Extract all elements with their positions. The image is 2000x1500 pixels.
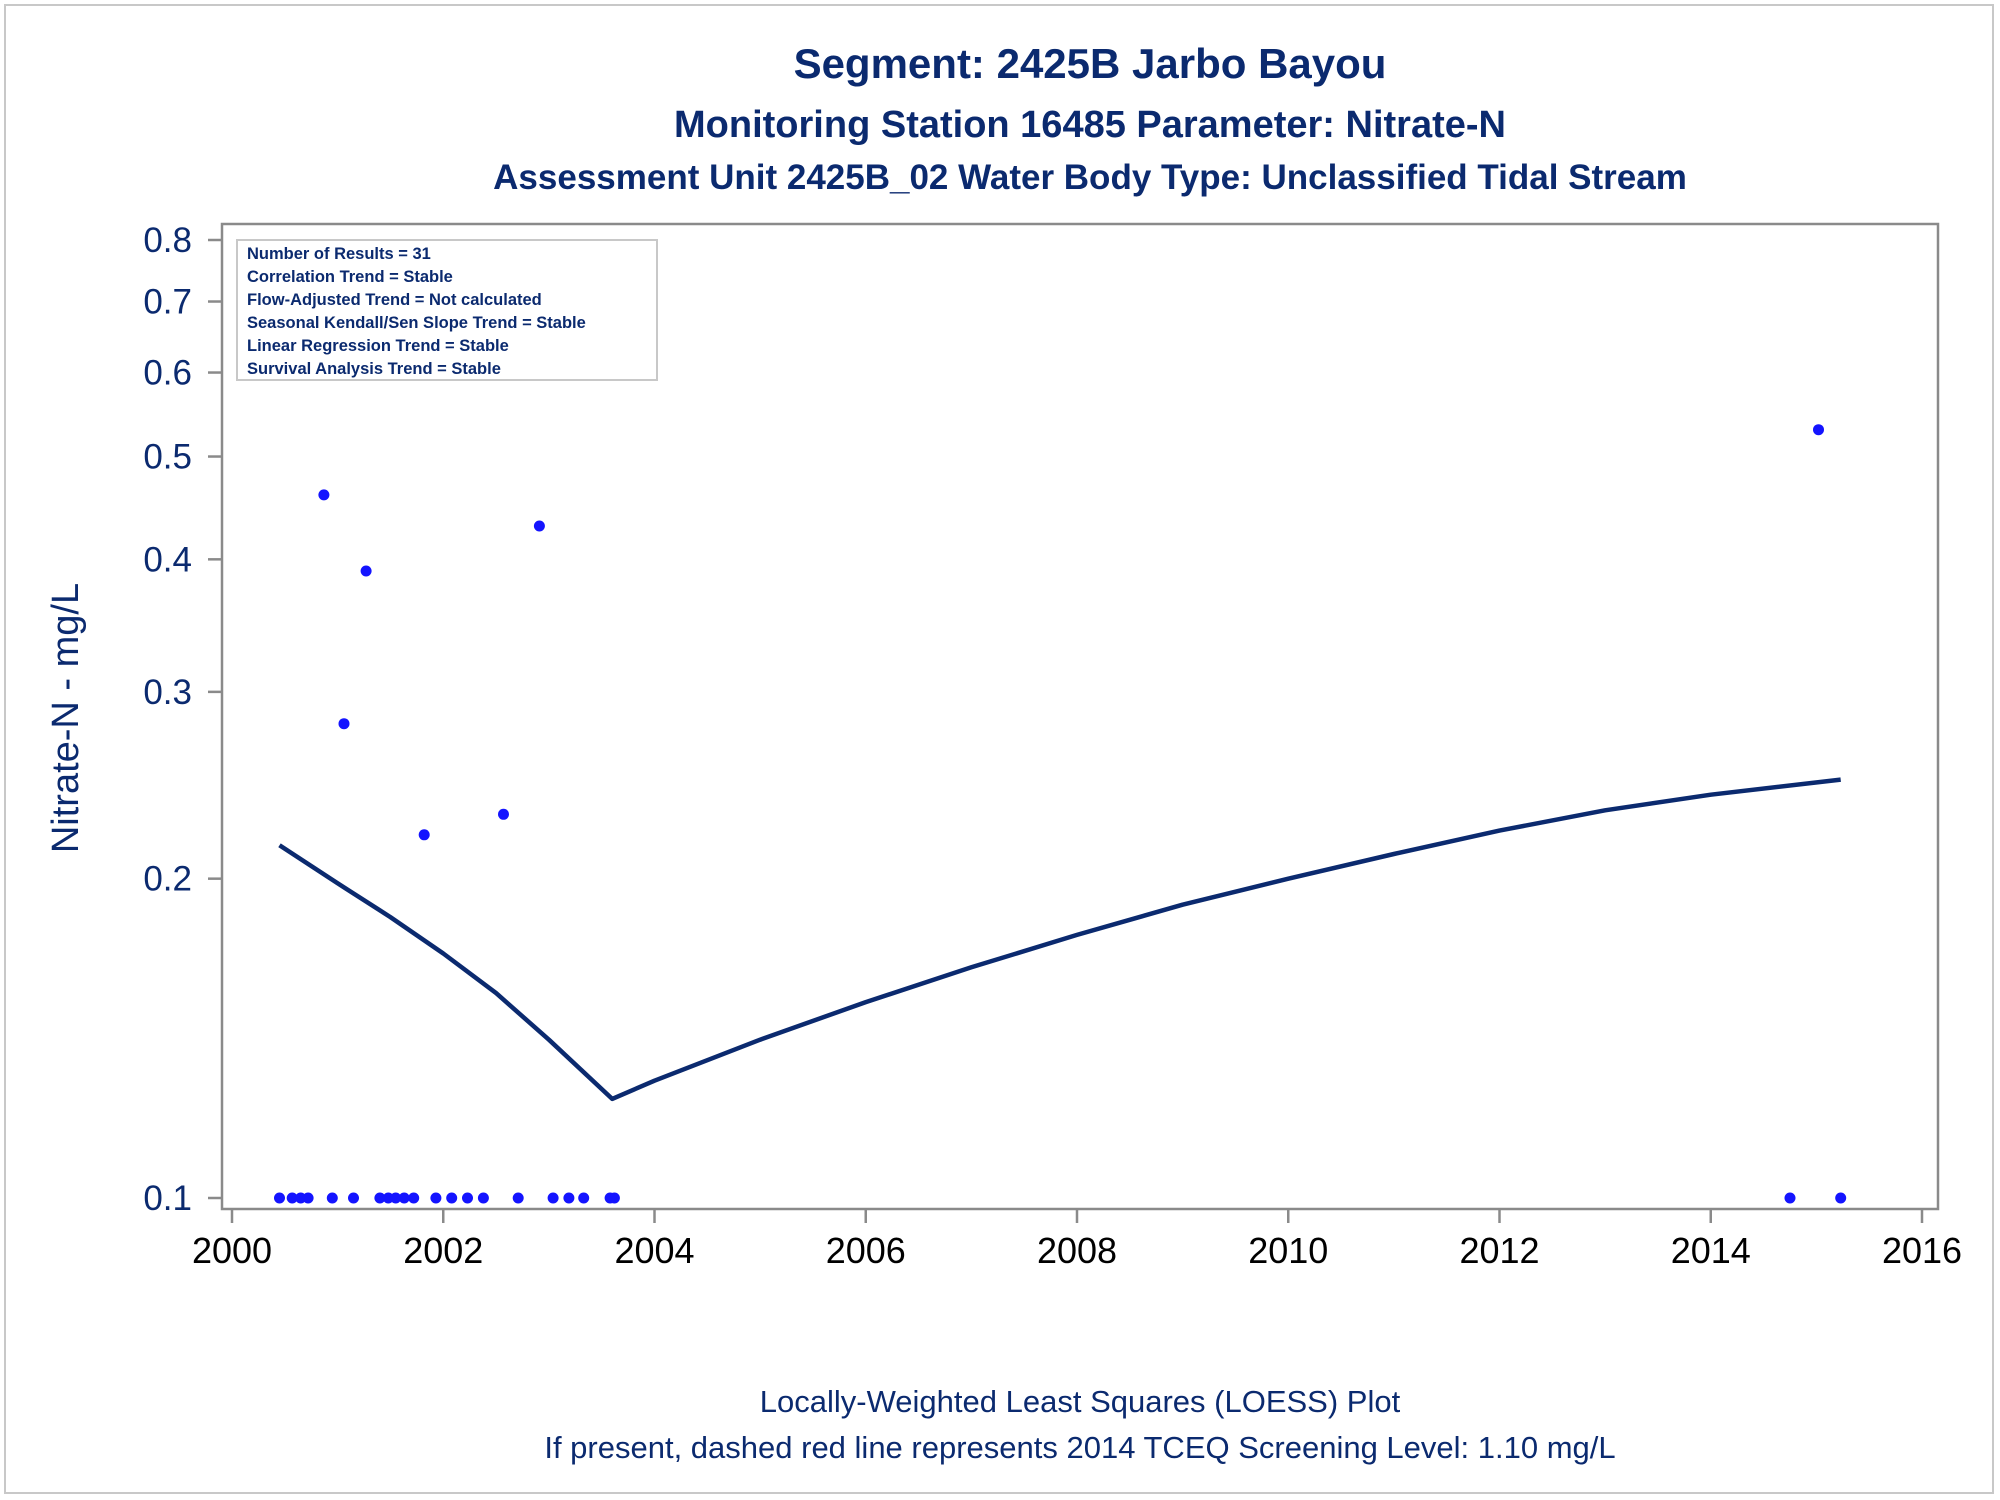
data-point bbox=[477, 1192, 489, 1204]
data-point bbox=[286, 1192, 298, 1204]
data-point bbox=[374, 1192, 386, 1204]
footnote-2: If present, dashed red line represents 2… bbox=[544, 1430, 1615, 1465]
data-point bbox=[578, 1192, 590, 1204]
plot-area-border bbox=[220, 222, 1940, 1211]
info-line-1: Number of Results = 31 bbox=[247, 245, 431, 263]
chart-title: Segment: 2425B Jarbo Bayou bbox=[794, 40, 1387, 87]
x-tick-label: 2008 bbox=[1037, 1230, 1117, 1271]
y-tick-label: 0.5 bbox=[143, 438, 192, 477]
data-point bbox=[563, 1192, 575, 1204]
info-line-2: Correlation Trend = Stable bbox=[247, 268, 453, 286]
chart-subtitle-2: Assessment Unit 2425B_02 Water Body Type… bbox=[493, 158, 1687, 197]
y-tick-label: 0.2 bbox=[143, 860, 192, 899]
data-point bbox=[418, 829, 430, 841]
data-point bbox=[533, 520, 545, 532]
data-point bbox=[608, 1192, 620, 1204]
x-tick-label: 2006 bbox=[826, 1230, 906, 1271]
data-point bbox=[390, 1192, 402, 1204]
x-tick-label: 2004 bbox=[614, 1230, 694, 1271]
data-point bbox=[1784, 1192, 1796, 1204]
info-box-border bbox=[236, 239, 658, 381]
data-point bbox=[408, 1192, 420, 1204]
data-point bbox=[318, 489, 330, 501]
data-point bbox=[274, 1192, 285, 1204]
y-axis-label: Nitrate-N - mg/L bbox=[45, 583, 87, 853]
data-point bbox=[430, 1192, 442, 1204]
y-tick-label: 0.7 bbox=[143, 283, 192, 322]
y-tick-label: 0.4 bbox=[143, 540, 192, 579]
data-point bbox=[512, 1192, 524, 1204]
y-tick-label: 0.1 bbox=[143, 1179, 192, 1218]
data-point bbox=[302, 1192, 314, 1204]
data-point bbox=[547, 1192, 559, 1204]
x-tick-label: 2012 bbox=[1459, 1230, 1539, 1271]
x-axis: 2000 2002 2004 2006 2008 2010 2012 2014 2016 bbox=[192, 1209, 1962, 1271]
points-layer bbox=[274, 240, 1847, 1204]
info-line-4: Seasonal Kendall/Sen Slope Trend = Stabl… bbox=[247, 314, 586, 332]
y-tick-label: 0.3 bbox=[143, 673, 192, 712]
chart-frame bbox=[4, 4, 1994, 1494]
info-box: Number of Results = 31 Correlation Trend… bbox=[236, 239, 658, 381]
x-tick-label: 2000 bbox=[192, 1230, 272, 1271]
x-tick-label: 2014 bbox=[1671, 1230, 1751, 1271]
y-axis: 0.1 0.2 0.3 0.4 0.5 0.6 0.7 0.8 bbox=[143, 221, 222, 1218]
loess-layer bbox=[278, 777, 1841, 1102]
footnote-1: Locally-Weighted Least Squares (LOESS) P… bbox=[760, 1384, 1401, 1419]
x-tick-label: 2010 bbox=[1248, 1230, 1328, 1271]
data-point bbox=[348, 1192, 359, 1204]
x-tick-label: 2016 bbox=[1882, 1230, 1962, 1271]
info-line-3: Flow-Adjusted Trend = Not calculated bbox=[247, 291, 542, 309]
y-tick-label: 0.6 bbox=[143, 354, 192, 393]
data-point bbox=[1835, 1192, 1847, 1204]
data-point bbox=[398, 1192, 410, 1204]
x-tick-label: 2002 bbox=[403, 1230, 483, 1271]
loess-line bbox=[278, 777, 1841, 1102]
data-point bbox=[360, 565, 372, 577]
data-point bbox=[326, 1192, 338, 1204]
y-tick-label: 0.8 bbox=[143, 221, 192, 260]
data-point bbox=[338, 718, 350, 730]
chart-subtitle: Monitoring Station 16485 Parameter: Nitr… bbox=[674, 104, 1506, 146]
data-point bbox=[498, 808, 509, 820]
info-line-6: Survival Analysis Trend = Stable bbox=[247, 360, 501, 378]
data-point bbox=[1813, 424, 1824, 436]
data-point bbox=[462, 1192, 473, 1204]
info-line-5: Linear Regression Trend = Stable bbox=[247, 337, 509, 355]
data-point bbox=[446, 1192, 458, 1204]
